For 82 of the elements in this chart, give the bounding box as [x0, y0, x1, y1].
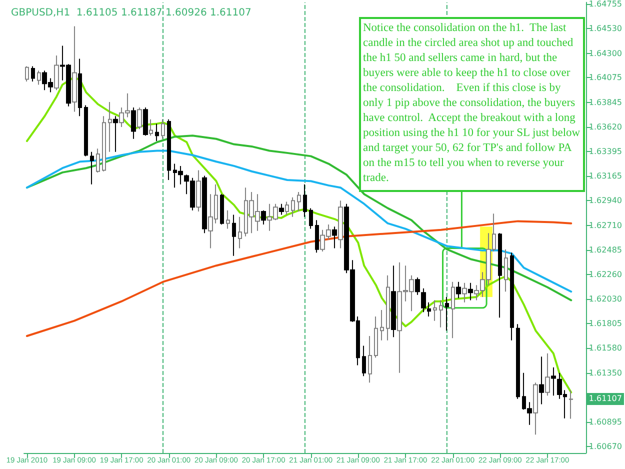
candlestick: [551, 366, 556, 396]
candlestick: [533, 382, 538, 436]
candlestick: [131, 106, 136, 140]
candlestick: [196, 170, 201, 212]
candlestick: [149, 118, 153, 136]
candlestick: [462, 282, 467, 303]
annotation: 1.61107: [586, 393, 624, 406]
candlestick: [143, 106, 148, 136]
candlestick: [84, 104, 88, 157]
candlestick: [102, 116, 106, 172]
candlestick: [291, 196, 295, 218]
candlestick: [309, 208, 313, 230]
y-tick-label: 1.64075: [588, 73, 622, 82]
candlestick: [415, 277, 420, 296]
candlestick: [456, 281, 461, 299]
y-tick-label: 1.64530: [588, 24, 622, 33]
y-tick-label: 1.64300: [588, 48, 622, 58]
candlestick: [468, 282, 473, 301]
y-tick-label: 1.62260: [588, 270, 622, 279]
candlestick: [510, 252, 514, 341]
candlestick: [226, 210, 230, 230]
candlestick: [167, 118, 171, 181]
candlestick: [380, 310, 384, 341]
candlestick: [338, 200, 343, 249]
y-tick-label: 1.62485: [588, 245, 622, 254]
candlestick: [238, 216, 242, 249]
y-tick-label: 1.60895: [588, 418, 622, 427]
candlestick: [113, 116, 118, 152]
candlestick: [54, 54, 59, 91]
candlestick: [391, 265, 396, 338]
candlestick: [202, 175, 207, 234]
candlestick: [445, 296, 449, 332]
candlestick: [137, 106, 142, 130]
candlestick: [31, 66, 35, 82]
candlestick: [427, 302, 431, 318]
y-tick-label: 1.61805: [588, 319, 622, 328]
candlestick: [303, 184, 307, 218]
candlestick: [261, 210, 266, 225]
candlestick: [433, 300, 437, 322]
candlestick: [545, 352, 550, 396]
candlestick: [539, 356, 544, 405]
y-tick-label: 1.61580: [588, 343, 622, 352]
candlestick: [569, 390, 573, 420]
candlestick: [297, 191, 301, 212]
y-tick-label: 1.62710: [588, 221, 622, 230]
y-tick-label: 1.63395: [588, 146, 622, 156]
candlestick: [232, 214, 236, 256]
candlestick: [155, 123, 159, 142]
y-tick-label: 1.62030: [588, 294, 622, 304]
candlestick: [368, 336, 372, 384]
text: Notice the consolidation on the h1. The last candle in the circled area shot up and touched the h1 50 and sellers came in hard, but the buyers were able to keep the h1 to close over the consolidation. Even if this close is by only 1 pip above the consolidation, the buyers have control. Accept the breakout with a long position using the h1 10 for your SL just below and target your 50, 62 for TP's and follow PA on the m15 to tell you when to reverse your trade.: [363, 22, 580, 184]
candlestick: [439, 300, 443, 328]
candlestick: [421, 288, 426, 313]
candlestick: [279, 203, 284, 216]
candlestick: [78, 58, 82, 117]
candlestick: [108, 102, 112, 152]
candlestick: [37, 70, 41, 86]
candlestick: [72, 26, 77, 112]
candlestick: [362, 345, 366, 377]
candlestick: [516, 324, 520, 400]
y-tick-label: 1.64755: [588, 0, 622, 8]
candlestick: [220, 194, 224, 225]
candlestick: [25, 66, 29, 82]
y-tick-label: 1.63620: [588, 122, 622, 132]
candlestick: [451, 281, 455, 339]
candlestick: [498, 232, 502, 318]
y-tick-label: 1.62940: [588, 196, 622, 206]
candlestick: [332, 226, 337, 249]
y-tick-label: 1.63845: [588, 98, 622, 108]
candlestick: [386, 274, 390, 341]
candlestick: [161, 118, 165, 140]
candlestick: [285, 201, 289, 216]
y-tick-label: 1.63165: [588, 172, 622, 181]
candlestick: [96, 148, 100, 173]
candlestick: [374, 316, 378, 358]
line-series: [26, 220, 572, 338]
candlestick: [504, 248, 508, 292]
candlestick: [90, 151, 94, 185]
candlestick: [315, 220, 319, 254]
y-tick-label: 1.60670: [588, 442, 622, 451]
y-tick-label: 1.61350: [588, 368, 622, 378]
text: GBPUSD,H1 1.61105 1.61187 1.60926 1.61107: [11, 8, 252, 18]
